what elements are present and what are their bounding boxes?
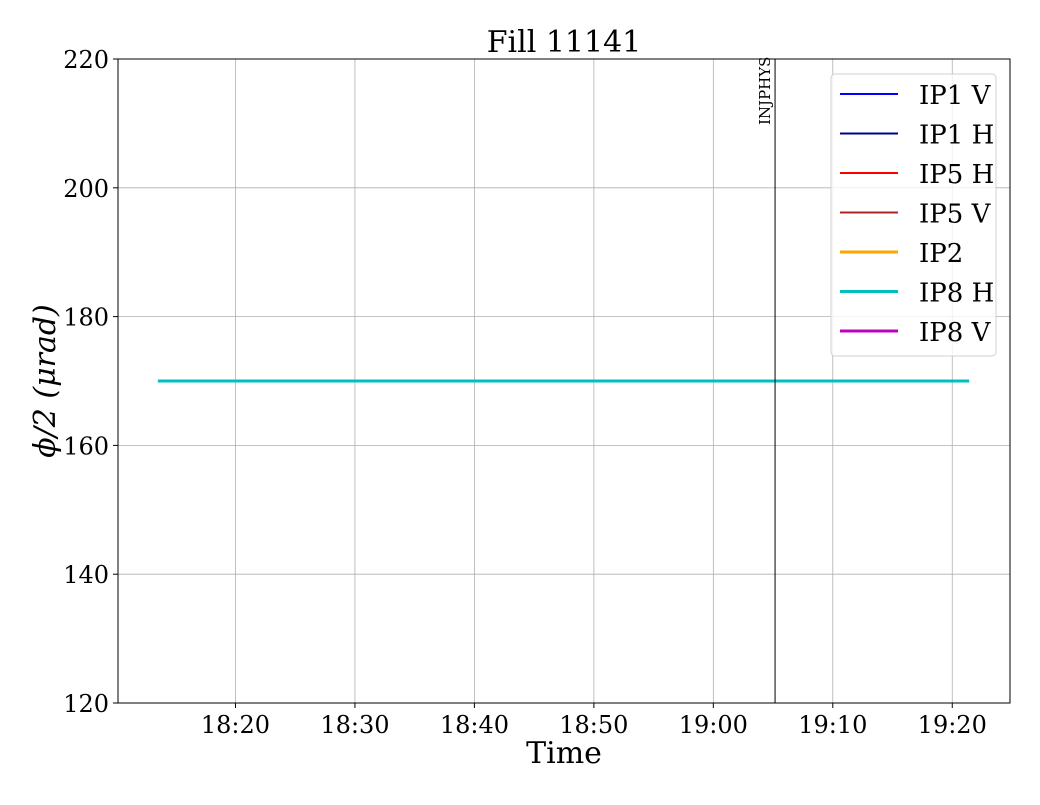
legend-label: IP5 H: [919, 160, 994, 190]
legend-label: IP8 H: [919, 279, 994, 309]
y-tick-label: 200: [63, 175, 109, 203]
legend-label: IP2: [919, 239, 963, 269]
chart-title: Fill 11141: [487, 25, 642, 60]
y-tick-label: 180: [63, 304, 109, 332]
legend-label: IP1 H: [919, 121, 994, 151]
y-tick-label: 160: [63, 432, 109, 460]
legend-label: IP8 V: [919, 318, 992, 348]
x-axis-label: Time: [526, 736, 602, 771]
legend-box: [830, 73, 997, 357]
plot-frame: [117, 58, 1011, 704]
y-axis-label: ϕ/2 (μrad): [28, 304, 63, 458]
y-tick-label: 140: [63, 561, 109, 589]
x-tick-label: 18:40: [440, 711, 509, 739]
x-tick-label: 19:10: [798, 711, 867, 739]
x-tick-label: 18:50: [559, 711, 628, 739]
legend-label: IP5 V: [919, 200, 992, 230]
vline-label: INJPHYS: [756, 57, 774, 125]
x-tick-label: 19:00: [679, 711, 748, 739]
series-lines: INJPHYS: [157, 57, 970, 703]
y-tick-label: 220: [63, 46, 109, 74]
x-tick-label: 18:20: [201, 711, 270, 739]
legend-label: IP1 V: [919, 81, 992, 111]
legend: IP1 V IP1 H IP5 H IP5 V IP2 IP8 H IP8 V: [830, 73, 997, 357]
ticks: 18:20 18:30 18:40 18:50 19:00 19:10 19:20 120 14…: [63, 46, 987, 739]
x-tick-label: 18:30: [320, 711, 389, 739]
y-tick-label: 120: [63, 690, 109, 718]
x-tick-label: 19:20: [918, 711, 987, 739]
